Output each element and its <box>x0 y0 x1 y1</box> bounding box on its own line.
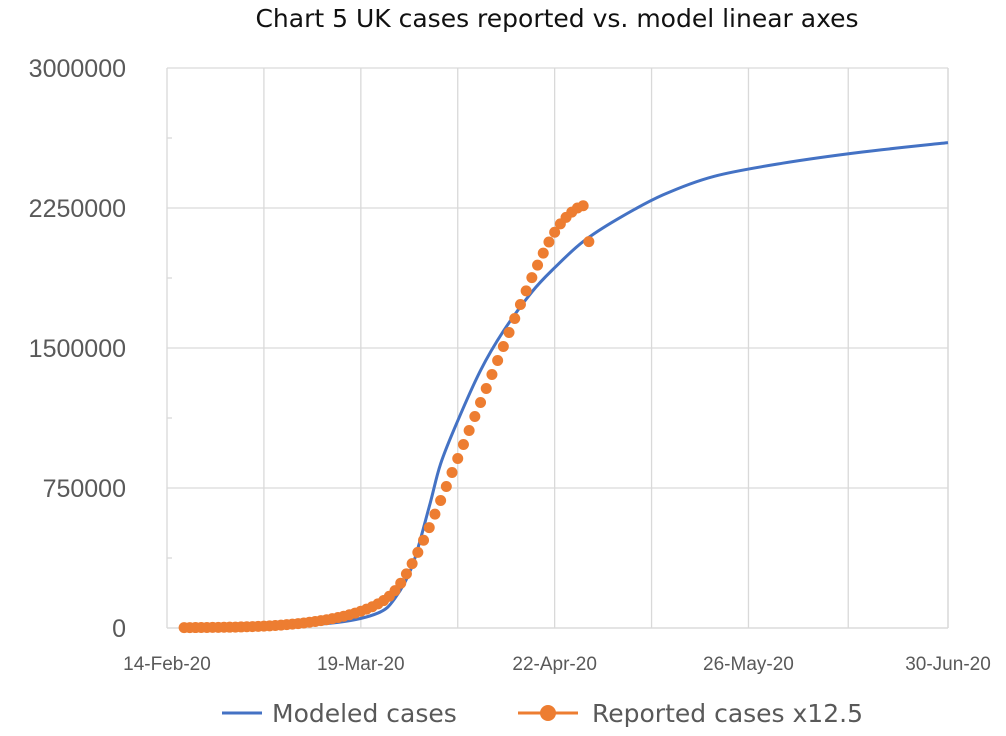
data-point-reported-cases <box>509 313 521 325</box>
x-tick-label: 14-Feb-20 <box>123 654 211 675</box>
y-tick-label: 1500000 <box>29 335 126 363</box>
grid <box>166 67 949 629</box>
x-tick-label: 30-Jun-20 <box>905 654 991 675</box>
x-axis-ticks: 14-Feb-20 19-Mar-20 22-Apr-20 26-May-20 30-J… <box>123 654 991 675</box>
data-point-reported-cases <box>549 226 561 238</box>
data-point-reported-cases <box>514 299 526 311</box>
legend: Modeled cases Reported cases x12.5 <box>222 699 863 728</box>
x-tick-label: 19-Mar-20 <box>317 654 405 675</box>
data-point-reported-cases <box>423 522 435 534</box>
data-point-reported-cases <box>440 481 452 493</box>
data-point-reported-cases <box>526 272 538 284</box>
x-tick-label: 26-May-20 <box>703 654 794 675</box>
data-point-reported-cases <box>537 247 549 259</box>
data-point-reported-cases <box>486 369 498 381</box>
y-tick-label: 3000000 <box>29 55 126 83</box>
y-tick-label: 750000 <box>43 475 126 503</box>
data-point-reported-cases <box>497 341 509 353</box>
data-point-reported-cases <box>583 236 595 248</box>
data-point-reported-cases <box>400 568 412 580</box>
chart-title: Chart 5 UK cases reported vs. model line… <box>255 4 858 33</box>
data-point-reported-cases <box>503 327 515 339</box>
y-tick-label: 0 <box>112 615 126 643</box>
data-point-reported-cases <box>492 355 504 367</box>
data-point-reported-cases <box>389 585 401 597</box>
legend-label-modeled-cases: Modeled cases <box>272 699 457 728</box>
data-point-reported-cases <box>577 200 589 212</box>
data-point-reported-cases <box>418 534 430 546</box>
legend-label-reported-cases: Reported cases x12.5 <box>592 699 863 728</box>
data-point-reported-cases <box>395 577 407 589</box>
data-point-reported-cases <box>457 439 469 451</box>
data-point-reported-cases <box>463 425 475 437</box>
data-point-reported-cases <box>429 508 441 520</box>
data-point-reported-cases <box>475 397 487 409</box>
data-point-reported-cases <box>406 558 418 570</box>
y-tick-label: 2250000 <box>29 195 126 223</box>
data-point-reported-cases <box>412 546 424 558</box>
data-point-reported-cases <box>532 259 544 271</box>
x-tick-label: 22-Apr-20 <box>512 654 597 675</box>
series-line-modeled-cases <box>184 141 949 629</box>
data-point-reported-cases <box>452 453 464 465</box>
data-point-reported-cases <box>480 383 492 395</box>
data-point-reported-cases <box>520 285 532 297</box>
legend-swatch-marker-reported-cases <box>540 705 556 721</box>
y-axis-ticks: 0 750000 1500000 2250000 3000000 <box>29 55 126 643</box>
data-point-reported-cases <box>446 467 458 479</box>
data-point-reported-cases <box>543 236 555 248</box>
data-point-reported-cases <box>435 495 447 507</box>
data-point-reported-cases <box>469 411 481 423</box>
series-layer <box>178 141 949 634</box>
